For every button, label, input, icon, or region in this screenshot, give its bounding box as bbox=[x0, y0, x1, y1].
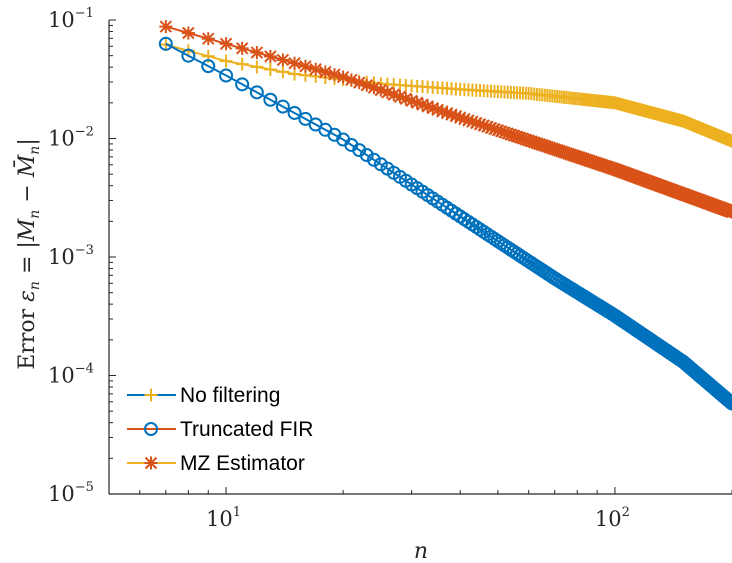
svg-text:Error εn = |Mn − M̄n|: Error εn = |Mn − M̄n| bbox=[13, 138, 43, 370]
data-point bbox=[219, 37, 233, 51]
legend-label: No filtering bbox=[180, 384, 280, 407]
data-point bbox=[263, 92, 278, 107]
data-point bbox=[181, 26, 195, 40]
y-tick-label: 10−5 bbox=[48, 480, 94, 506]
data-point bbox=[352, 76, 366, 90]
legend-item: Truncated FIR bbox=[127, 418, 313, 441]
data-point bbox=[181, 48, 196, 63]
data-point bbox=[275, 99, 290, 114]
data-point bbox=[725, 205, 732, 219]
data-point bbox=[318, 65, 332, 79]
legend-label: MZ Estimator bbox=[180, 452, 305, 475]
legend-item: MZ Estimator bbox=[127, 452, 305, 475]
data-point bbox=[276, 53, 290, 67]
legend: No filtering Truncated FIR MZ Estimator bbox=[127, 384, 313, 475]
data-point bbox=[235, 57, 249, 71]
legend-item: No filtering bbox=[127, 384, 280, 407]
data-point bbox=[725, 134, 732, 148]
data-point bbox=[159, 20, 173, 34]
x-tick-label: 102 bbox=[595, 505, 630, 531]
data-point bbox=[235, 41, 249, 55]
x-tick-label: 101 bbox=[206, 505, 241, 531]
data-point bbox=[360, 78, 374, 92]
data-point bbox=[288, 56, 302, 70]
axes: 10−1 10−2 10−3 10−4 10−5 101 102 bbox=[48, 6, 732, 531]
series-mz-estimator bbox=[159, 20, 732, 219]
data-point bbox=[263, 62, 277, 76]
data-point bbox=[201, 32, 215, 46]
legend-swatch-marker bbox=[144, 456, 158, 470]
data-point bbox=[219, 54, 233, 68]
y-tick-label: 10−2 bbox=[48, 125, 94, 151]
data-point bbox=[249, 85, 264, 100]
series-layer bbox=[158, 20, 732, 411]
data-point bbox=[309, 62, 323, 76]
data-point bbox=[287, 105, 302, 120]
data-point bbox=[235, 77, 250, 92]
y-tick-label: 10−3 bbox=[48, 243, 94, 269]
y-axis-label: Error εn = |Mn − M̄n| bbox=[13, 138, 43, 370]
legend-swatch-marker bbox=[144, 388, 158, 402]
data-point bbox=[263, 49, 277, 63]
data-point bbox=[327, 68, 341, 82]
y-tick-label: 10−4 bbox=[48, 362, 94, 388]
series-no-filtering bbox=[159, 38, 732, 148]
data-point bbox=[298, 111, 313, 126]
series-truncated-fir bbox=[158, 36, 732, 411]
data-point bbox=[219, 68, 234, 83]
data-point bbox=[158, 36, 173, 51]
legend-swatch-marker bbox=[144, 422, 158, 436]
data-point bbox=[366, 152, 381, 167]
data-point bbox=[725, 396, 732, 411]
x-axis-label: n bbox=[414, 539, 428, 563]
data-point bbox=[201, 59, 216, 74]
data-point bbox=[250, 46, 264, 60]
y-tick-label: 10−1 bbox=[48, 6, 94, 32]
data-point bbox=[250, 60, 264, 74]
legend-label: Truncated FIR bbox=[180, 418, 313, 441]
data-point bbox=[359, 148, 374, 163]
data-point bbox=[276, 65, 290, 79]
data-point bbox=[298, 59, 312, 73]
